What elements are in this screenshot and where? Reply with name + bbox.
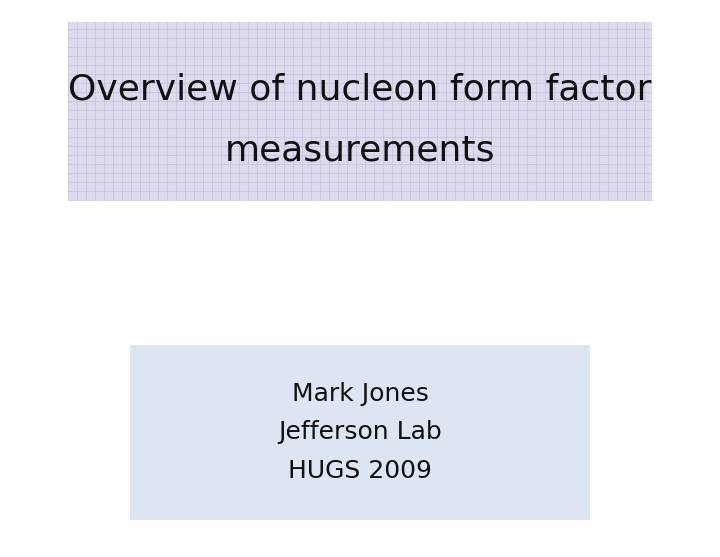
Text: Mark Jones: Mark Jones: [292, 382, 428, 406]
Text: Overview of nucleon form factor: Overview of nucleon form factor: [68, 72, 652, 106]
Bar: [68, 22, 652, 200]
Text: HUGS 2009: HUGS 2009: [288, 459, 432, 483]
Bar: [130, 345, 590, 520]
Text: measurements: measurements: [225, 133, 495, 167]
Text: Jefferson Lab: Jefferson Lab: [278, 421, 442, 444]
